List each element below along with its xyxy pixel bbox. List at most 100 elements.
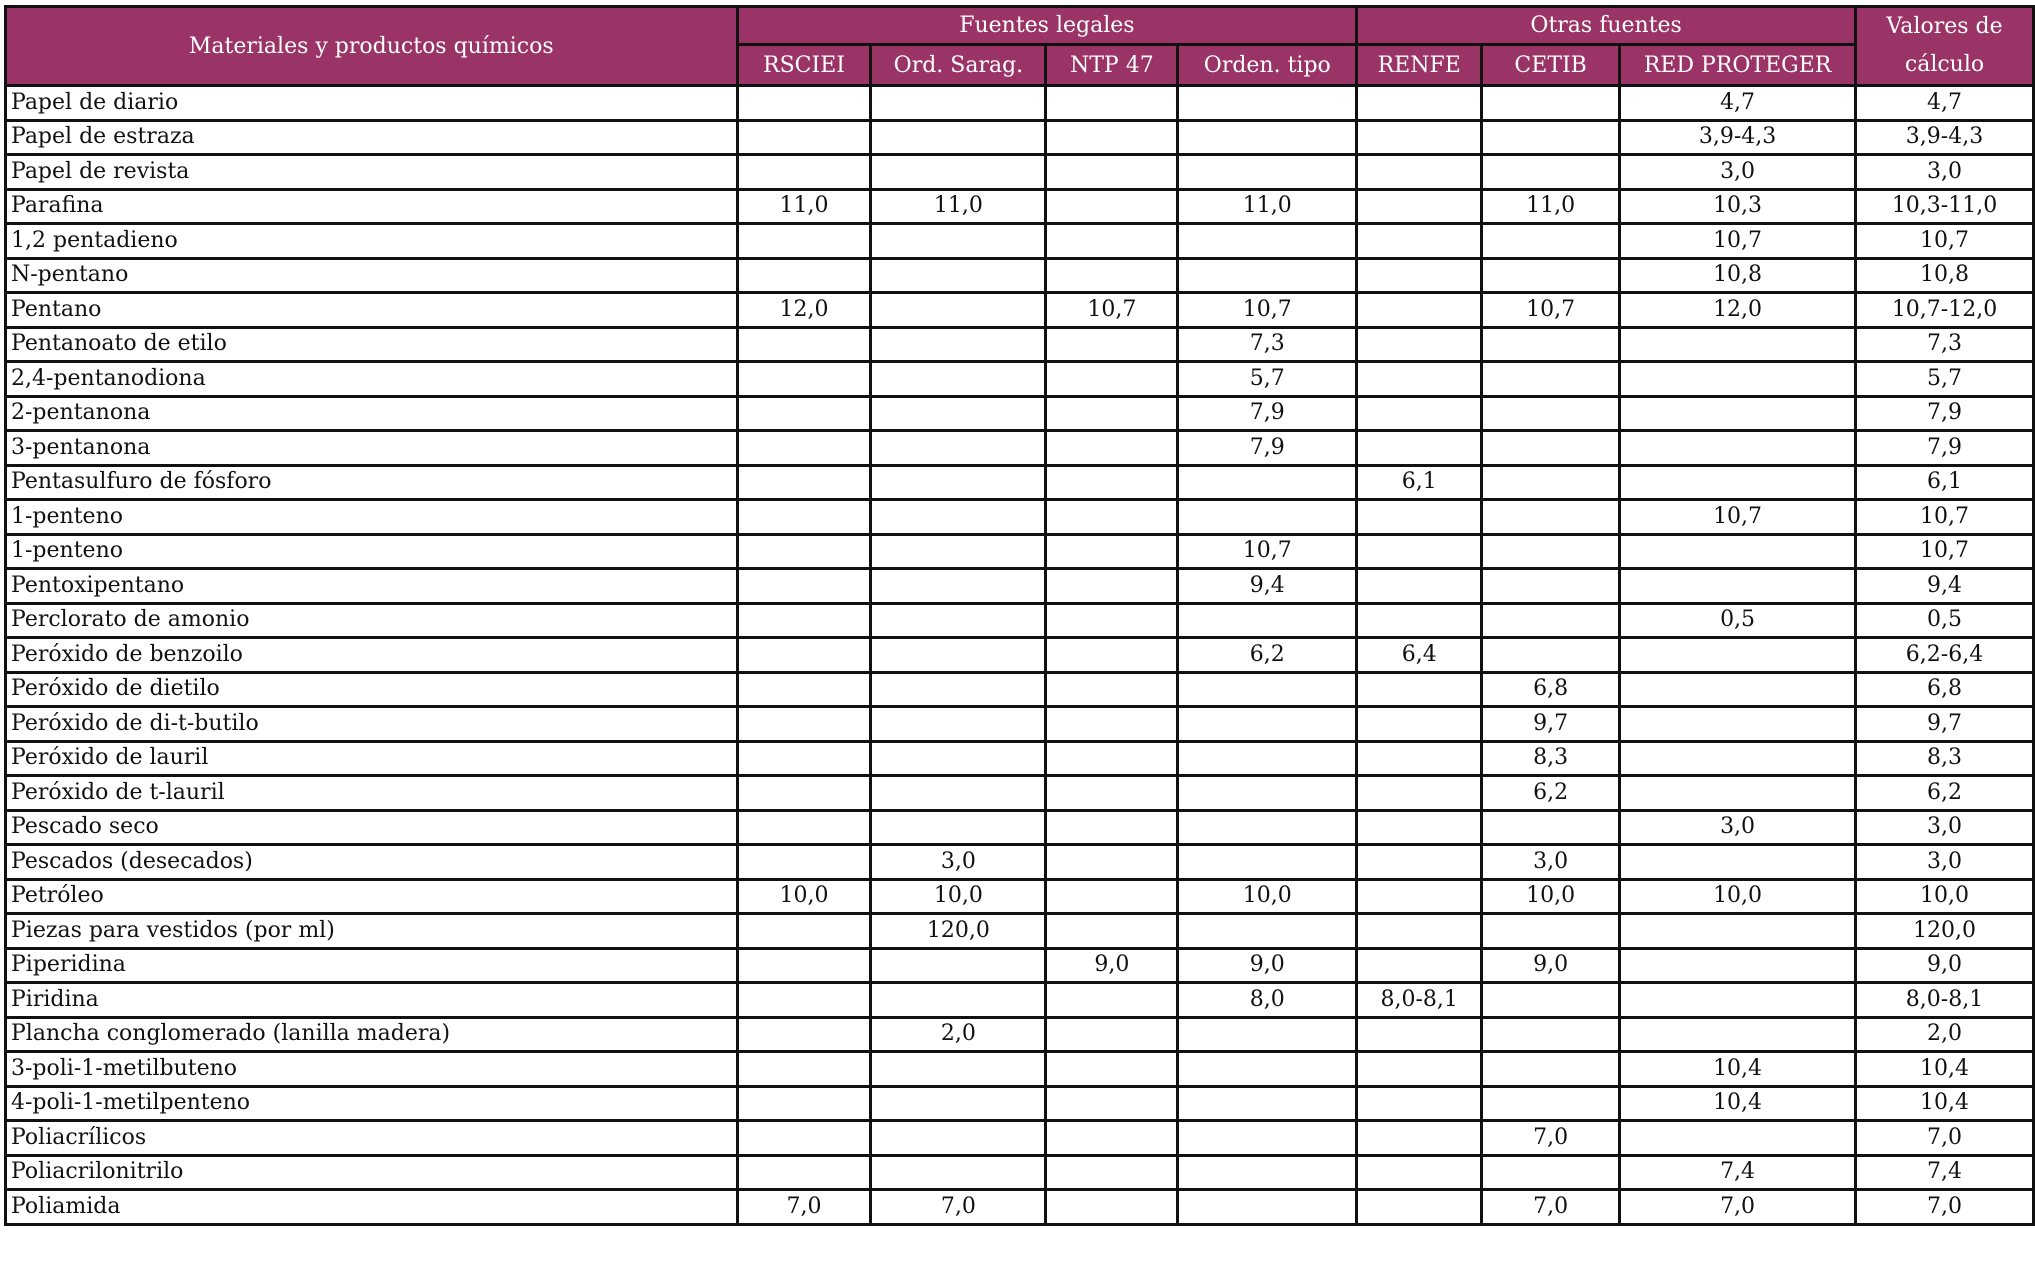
value-cell [1044,256,1180,294]
value-cell: 10,3 [1618,187,1858,225]
value-cell [1355,877,1484,915]
value-cell: 7,0 [735,1188,873,1226]
value-cell: 10,0 [1618,877,1858,915]
value-cell: 3,0 [1618,153,1858,191]
value-cell [1176,84,1359,122]
value-cell [869,1084,1048,1122]
value-cell [1355,84,1484,122]
calc-value-cell: 10,3-11,0 [1854,187,2035,225]
data-table: Materiales y productos químicos Fuentes … [4,4,2035,1226]
value-cell: 7,9 [1176,429,1359,467]
value-cell [869,636,1048,674]
value-cell [1044,636,1180,674]
table-row: Parafina 11,0 11,0 11,0 11,0 10,3 10,3-11,0 [4,187,2035,225]
value-cell [735,946,873,984]
column-header: RED PROTEGER [1618,43,1858,87]
value-cell [1176,1084,1359,1122]
value-cell [1176,222,1359,260]
material-name: Pentoxipentano [4,567,739,605]
value-cell [1044,1188,1180,1226]
value-cell: 11,0 [1176,187,1359,225]
value-cell [1176,774,1359,812]
material-name: 1,2 pentadieno [4,222,739,260]
table-row: Pescados (desecados) 3,0 3,0 3,0 [4,843,2035,881]
value-cell [1044,118,1180,156]
calc-value-cell: 9,7 [1854,705,2035,743]
value-cell [1480,1084,1622,1122]
value-cell: 10,8 [1618,256,1858,294]
material-name: Peróxido de t-lauril [4,774,739,812]
calc-value-cell: 10,8 [1854,256,2035,294]
table-row: 3-pentanona 7,9 7,9 [4,429,2035,467]
value-cell [735,360,873,398]
value-cell [1618,463,1858,501]
material-name: Parafina [4,187,739,225]
value-cell [1176,1119,1359,1157]
value-cell: 10,0 [1480,877,1622,915]
value-cell [1355,222,1484,260]
value-cell [1355,946,1484,984]
value-cell [735,256,873,294]
value-cell [1355,360,1484,398]
calc-value-cell: 6,2-6,4 [1854,636,2035,674]
material-name: Peróxido de lauril [4,739,739,777]
value-cell: 7,0 [1618,1188,1858,1226]
value-cell [1044,325,1180,363]
material-name: 1-penteno [4,498,739,536]
value-cell [1176,1015,1359,1053]
value-cell [1618,1015,1858,1053]
value-cell: 10,4 [1618,1050,1858,1088]
value-cell [1355,567,1484,605]
value-cell [869,222,1048,260]
value-cell: 4,7 [1618,84,1858,122]
material-name: 1-penteno [4,532,739,570]
value-cell [1355,394,1484,432]
value-cell [735,1153,873,1191]
calc-value-cell: 3,0 [1854,843,2035,881]
calc-value-cell: 10,0 [1854,877,2035,915]
calc-value-cell: 6,1 [1854,463,2035,501]
calc-value-cell: 7,0 [1854,1188,2035,1226]
value-cell: 2,0 [869,1015,1048,1053]
calc-value-cell: 4,7 [1854,84,2035,122]
value-cell [1618,946,1858,984]
material-name: 4-poli-1-metilpenteno [4,1084,739,1122]
calc-value-cell: 3,9-4,3 [1854,118,2035,156]
value-cell: 10,0 [1176,877,1359,915]
value-cell [1480,1153,1622,1191]
value-cell [1044,532,1180,570]
value-cell [1480,429,1622,467]
value-cell [1480,153,1622,191]
value-cell [869,808,1048,846]
value-cell [869,325,1048,363]
value-cell [1355,1050,1484,1088]
value-cell [1355,498,1484,536]
table-row: Perclorato de amonio 0,5 0,5 [4,601,2035,639]
value-cell: 12,0 [1618,291,1858,329]
value-cell [1044,774,1180,812]
value-cell [1044,153,1180,191]
value-cell [869,739,1048,777]
calc-value-cell: 7,3 [1854,325,2035,363]
value-cell [869,601,1048,639]
column-header: CETIB [1480,43,1622,87]
header-calc-line2: cálculo [1904,52,1985,77]
value-cell [1355,705,1484,743]
value-cell: 10,0 [869,877,1048,915]
value-cell [1044,1153,1180,1191]
value-cell [1480,256,1622,294]
table-row: Pentanoato de etilo 7,3 7,3 [4,325,2035,363]
value-cell [869,1119,1048,1157]
table-row: Petróleo 10,0 10,0 10,0 10,0 10,0 10,0 [4,877,2035,915]
value-cell [735,739,873,777]
value-cell [1044,843,1180,881]
value-cell [869,946,1048,984]
value-cell [1044,670,1180,708]
value-cell [735,84,873,122]
value-cell [735,567,873,605]
value-cell [735,1015,873,1053]
calc-value-cell: 6,8 [1854,670,2035,708]
value-cell [1480,498,1622,536]
value-cell [869,1050,1048,1088]
material-name: Peróxido de dietilo [4,670,739,708]
